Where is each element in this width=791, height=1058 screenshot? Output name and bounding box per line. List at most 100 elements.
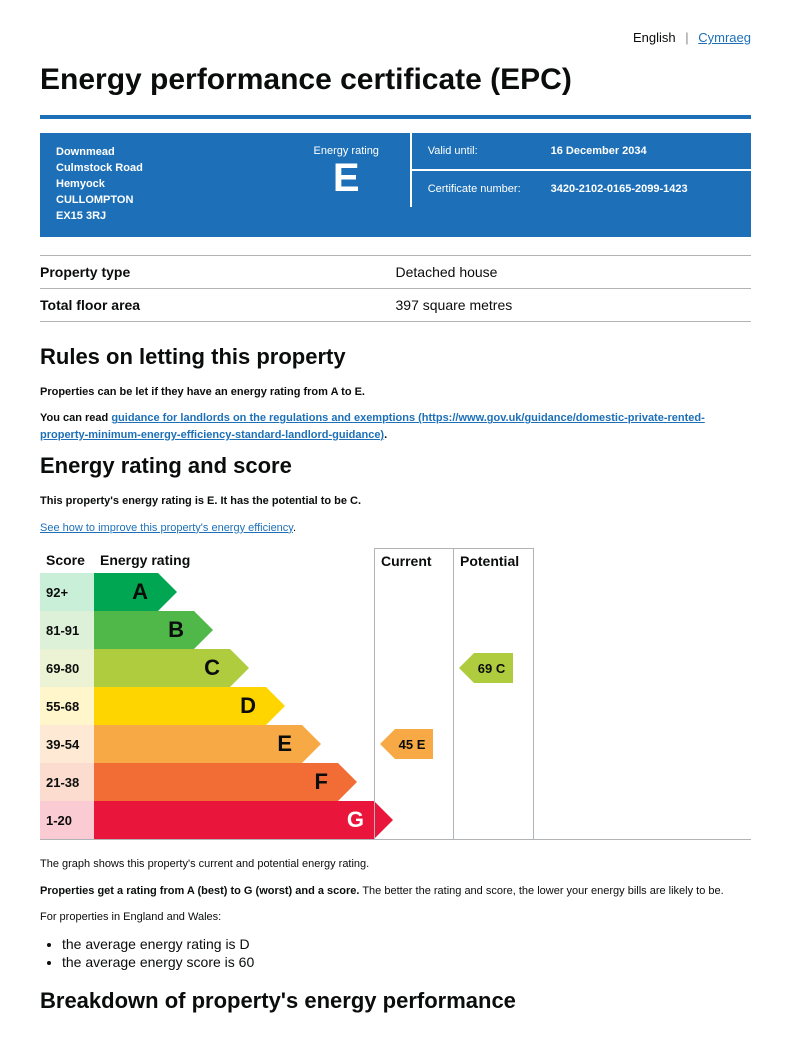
chart-hd-rating: Energy rating	[94, 548, 374, 573]
meta-value: 3420-2102-0165-2099-1423	[551, 183, 735, 195]
band-letter: C	[204, 655, 220, 681]
band-bar-wrap: C	[94, 649, 374, 687]
band-current-cell	[374, 573, 454, 611]
band-row-d: 55-68 D	[40, 687, 751, 725]
lang-separator: |	[685, 30, 688, 45]
chart-hd-score: Score	[40, 548, 94, 573]
score-p1: This property's energy rating is E. It h…	[40, 493, 751, 510]
address-line: CULLOMPTON	[56, 193, 266, 209]
band-bar-wrap: F	[94, 763, 374, 801]
rating-explain-bold: Properties get a rating from A (best) to…	[40, 885, 359, 897]
chart-hd-current: Current	[374, 548, 454, 573]
band-letter: G	[347, 807, 364, 833]
lang-english: English	[633, 30, 676, 45]
band-row-a: 92+ A	[40, 573, 751, 611]
band-bar: F	[94, 763, 338, 801]
band-bar: E	[94, 725, 302, 763]
rules-p2: You can read guidance for landlords on t…	[40, 410, 751, 443]
band-letter: B	[168, 617, 184, 643]
title-rule	[40, 115, 751, 119]
band-current-cell	[374, 687, 454, 725]
band-current-cell	[374, 611, 454, 649]
band-potential-cell	[454, 573, 534, 611]
band-bar: C	[94, 649, 230, 687]
rating-letter: E	[299, 157, 394, 199]
energy-chart: Score Energy rating Current Potential 92…	[40, 548, 751, 840]
potential-rating-label: 69 C	[478, 661, 505, 676]
address-line: Hemyock	[56, 177, 266, 193]
address-line: Downmead	[56, 145, 266, 161]
band-score: 55-68	[40, 687, 94, 725]
rules-p1: Properties can be let if they have an en…	[40, 384, 751, 401]
rating-explain: Properties get a rating from A (best) to…	[40, 883, 751, 900]
improve-efficiency-link[interactable]: See how to improve this property's energ…	[40, 522, 293, 534]
band-row-g: 1-20 G	[40, 801, 751, 839]
landlord-guidance-link[interactable]: guidance for landlords on the regulation…	[40, 412, 705, 441]
band-bar-wrap: A	[94, 573, 374, 611]
band-bar: D	[94, 687, 266, 725]
address-line: Culmstock Road	[56, 161, 266, 177]
meta-key: Certificate number:	[428, 183, 551, 195]
band-score: 21-38	[40, 763, 94, 801]
prop-key: Total floor area	[40, 288, 396, 321]
rules-p2a: You can read	[40, 412, 111, 424]
rating-explain-rest: The better the rating and score, the low…	[359, 885, 723, 897]
current-rating-label: 45 E	[399, 737, 426, 752]
ew-intro: For properties in England and Wales:	[40, 909, 751, 926]
current-rating-tag: 45 E	[395, 729, 434, 759]
meta-key: Valid until:	[428, 145, 551, 157]
breakdown-heading: Breakdown of property's energy performan…	[40, 988, 751, 1014]
prop-value: 397 square metres	[396, 288, 752, 321]
band-row-b: 81-91 B	[40, 611, 751, 649]
band-potential-cell	[454, 801, 534, 839]
meta-row-cert: Certificate number: 3420-2102-0165-2099-…	[410, 169, 751, 207]
score-heading: Energy rating and score	[40, 453, 751, 479]
chart-hd-potential: Potential	[454, 548, 534, 573]
band-current-cell	[374, 801, 454, 839]
band-potential-cell: 69 C	[454, 649, 534, 687]
band-potential-cell	[454, 687, 534, 725]
band-potential-cell	[454, 725, 534, 763]
band-current-cell	[374, 649, 454, 687]
address-line: EX15 3RJ	[56, 209, 266, 225]
chart-body: 92+ A 81-91 B 69-80 C 69 C 55-68 D 39-54 E 45 E 21-3…	[40, 573, 751, 840]
rules-heading: Rules on letting this property	[40, 344, 751, 370]
band-bar: G	[94, 801, 374, 839]
table-row: Property type Detached house	[40, 255, 751, 288]
improve-link-p: See how to improve this property's energ…	[40, 520, 751, 537]
list-item: the average energy rating is D	[62, 936, 751, 952]
band-current-cell: 45 E	[374, 725, 454, 763]
list-item: the average energy score is 60	[62, 954, 751, 970]
lang-cymraeg-link[interactable]: Cymraeg	[698, 30, 751, 45]
band-row-e: 39-54 E 45 E	[40, 725, 751, 763]
band-row-f: 21-38 F	[40, 763, 751, 801]
averages-list: the average energy rating is D the avera…	[62, 936, 751, 970]
band-letter: E	[277, 731, 292, 757]
band-bar: B	[94, 611, 194, 649]
band-potential-cell	[454, 611, 534, 649]
prop-key: Property type	[40, 255, 396, 288]
summary-box: Downmead Culmstock Road Hemyock CULLOMPT…	[40, 133, 751, 237]
meta-value: 16 December 2034	[551, 145, 735, 157]
meta-block: Valid until: 16 December 2034 Certificat…	[410, 133, 751, 237]
band-score: 92+	[40, 573, 94, 611]
band-letter: A	[132, 579, 148, 605]
band-row-c: 69-80 C 69 C	[40, 649, 751, 687]
rules-p2b: .	[384, 429, 387, 441]
meta-row-valid: Valid until: 16 December 2034	[410, 133, 751, 169]
language-switcher: English | Cymraeg	[40, 30, 751, 45]
address-block: Downmead Culmstock Road Hemyock CULLOMPT…	[40, 133, 282, 237]
chart-header: Score Energy rating Current Potential	[40, 548, 751, 573]
page-title: Energy performance certificate (EPC)	[40, 63, 751, 97]
band-bar-wrap: E	[94, 725, 374, 763]
band-bar-wrap: D	[94, 687, 374, 725]
band-letter: F	[315, 769, 328, 795]
band-score: 39-54	[40, 725, 94, 763]
band-current-cell	[374, 763, 454, 801]
band-score: 1-20	[40, 801, 94, 839]
band-letter: D	[240, 693, 256, 719]
band-score: 81-91	[40, 611, 94, 649]
prop-value: Detached house	[396, 255, 752, 288]
property-table: Property type Detached house Total floor…	[40, 255, 751, 322]
band-score: 69-80	[40, 649, 94, 687]
